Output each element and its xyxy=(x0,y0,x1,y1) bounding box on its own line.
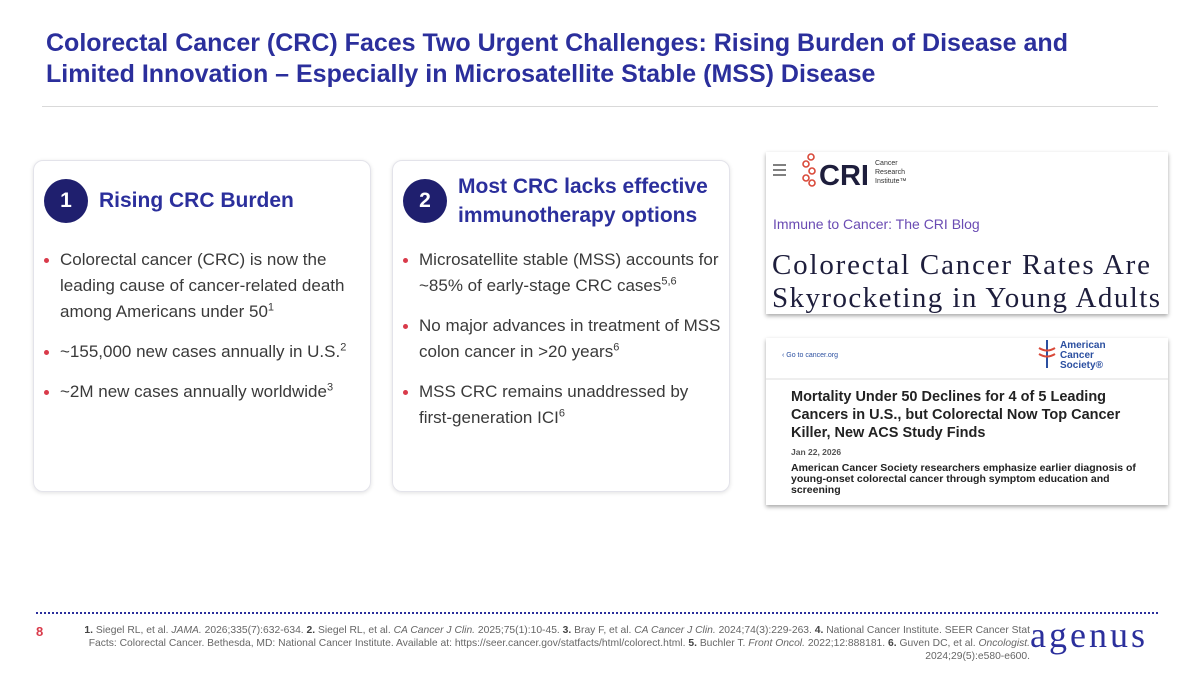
card: 2 Most CRC lacks effective immunotherapy… xyxy=(392,160,730,492)
reference-authors: Buchler T. xyxy=(699,638,746,649)
news-date: Jan 22, 2026 xyxy=(791,447,841,457)
reference-authors: National Cancer Institute. SEER Cancer S… xyxy=(88,625,1030,649)
blog-headline: Colorectal Cancer Rates Are xyxy=(772,249,1150,281)
reference-authors: Guven DC, et al. xyxy=(899,638,976,649)
bullet: No major advances in treatment of MSS co… xyxy=(401,313,723,365)
bullet-text: ~155,000 new cases annually in U.S. xyxy=(60,342,341,361)
bullet: MSS CRC remains unaddressed by first-gen… xyxy=(401,379,723,431)
card-heading: Most CRC lacks effective immunotherapy o… xyxy=(458,172,708,230)
menu-icon xyxy=(773,164,786,176)
reference-details: 2024;29(5):e580-e600. xyxy=(925,651,1030,662)
heading-line: Rising CRC Burden xyxy=(99,189,294,212)
bullet: Colorectal cancer (CRC) is now the leadi… xyxy=(42,247,364,325)
reference-details: 2022;12:888181. xyxy=(807,638,886,649)
acs-icon xyxy=(1038,340,1056,368)
news-headline: Mortality Under 50 Declines for 4 of 5 L… xyxy=(791,389,1106,405)
company-logo: agenus xyxy=(1030,615,1148,655)
cri-graphic: CRI Cancer Research Institute™ Immune to… xyxy=(772,153,1160,314)
bullet-list: Microsatellite stable (MSS) accounts for… xyxy=(401,247,723,445)
card: 1 Rising CRC Burden Colorectal cancer (C… xyxy=(33,160,371,492)
reference-journal: CA Cancer J Clin. xyxy=(393,625,476,636)
title-line: Colorectal Cancer (CRC) Faces Two Urgent… xyxy=(46,29,1068,57)
news-subhead: American Cancer Society researchers emph… xyxy=(791,462,1136,496)
reference-number: 5. xyxy=(688,638,697,649)
blog-name: Immune to Cancer: The CRI Blog xyxy=(773,216,980,232)
cri-icon xyxy=(802,153,816,187)
back-link: ‹ Go to cancer.org xyxy=(782,352,838,359)
acs-logo: Cancer xyxy=(1060,350,1094,361)
superscript: 2 xyxy=(340,341,347,354)
card-heading: Rising CRC Burden xyxy=(99,186,294,215)
bullet-text: ~2M new cases annually worldwide xyxy=(60,382,327,401)
bullet-text: Colorectal cancer (CRC) is now the leadi… xyxy=(60,250,345,321)
acs-logo: Society® xyxy=(1060,360,1104,371)
cri-logo: CRI xyxy=(819,160,869,192)
blog-headline: Skyrocketing in Young Adults xyxy=(772,282,1160,314)
heading-line: Most CRC lacks effective xyxy=(458,175,708,198)
bullet-text: MSS CRC remains unaddressed by first-gen… xyxy=(419,382,689,427)
logo-caption: Research xyxy=(875,169,905,176)
acs-logo: American xyxy=(1060,340,1106,351)
bullet: Microsatellite stable (MSS) accounts for… xyxy=(401,247,723,299)
reference-details: 2024;74(3):229-263. xyxy=(718,625,812,636)
footer-rule xyxy=(36,612,1158,614)
bullet-text: No major advances in treatment of MSS co… xyxy=(419,316,721,361)
badge: 2 xyxy=(403,179,447,223)
reference-journal: Oncologist. xyxy=(978,638,1030,649)
logo-caption: Cancer xyxy=(875,160,898,167)
reference-authors: Siegel RL, et al. xyxy=(318,625,391,636)
news-headline: Killer, New ACS Study Finds xyxy=(791,425,985,441)
reference-journal: JAMA. xyxy=(171,625,202,636)
title-line: Limited Innovation – Especially in Micro… xyxy=(46,60,876,88)
news-headline: Cancers in U.S., but Colorectal Now Top … xyxy=(791,407,1121,423)
superscript: 6 xyxy=(613,341,620,354)
acs-graphic: ‹ Go to cancer.org American Cancer Socie… xyxy=(766,340,1168,457)
bullet-text: Microsatellite stable (MSS) accounts for… xyxy=(419,250,719,295)
badge: 1 xyxy=(44,179,88,223)
reference-number: 1. xyxy=(84,625,93,636)
reference-number: 3. xyxy=(562,625,572,636)
bullet: ~155,000 new cases annually in U.S.2 xyxy=(42,339,364,365)
bullet: ~2M new cases annually worldwide3 xyxy=(42,379,364,405)
reference-authors: Siegel RL, et al. xyxy=(95,625,169,636)
superscript: 6 xyxy=(558,407,565,420)
bullet-list: Colorectal cancer (CRC) is now the leadi… xyxy=(42,247,364,419)
reference-number: 4. xyxy=(814,625,824,636)
slide-title: Colorectal Cancer (CRC) Faces Two Urgent… xyxy=(46,28,1068,90)
reference-journal: CA Cancer J Clin. xyxy=(634,625,716,636)
superscript: 1 xyxy=(267,301,275,314)
cri-blog-screenshot: CRI Cancer Research Institute™ Immune to… xyxy=(766,152,1168,314)
reference-number: 6. xyxy=(888,638,897,649)
logo-caption: Institute™ xyxy=(875,178,907,185)
superscript: 3 xyxy=(326,381,334,394)
superscript: 5,6 xyxy=(661,275,677,288)
reference-number: 2. xyxy=(306,625,316,636)
page-number: 8 xyxy=(36,624,44,639)
acs-news-screenshot: ‹ Go to cancer.org American Cancer Socie… xyxy=(766,338,1168,505)
reference-journal: Front Oncol. xyxy=(748,638,805,649)
reference-authors: Bray F, et al. xyxy=(574,625,632,636)
title-rule xyxy=(42,106,1158,107)
reference-details: 2025;75(1):10-45. xyxy=(477,625,560,636)
reference-details: 2026;335(7):632-634. xyxy=(204,625,304,636)
references: 1. Siegel RL, et al. JAMA. 2026;335(7):6… xyxy=(80,624,1030,663)
heading-line: immunotherapy options xyxy=(458,204,698,227)
